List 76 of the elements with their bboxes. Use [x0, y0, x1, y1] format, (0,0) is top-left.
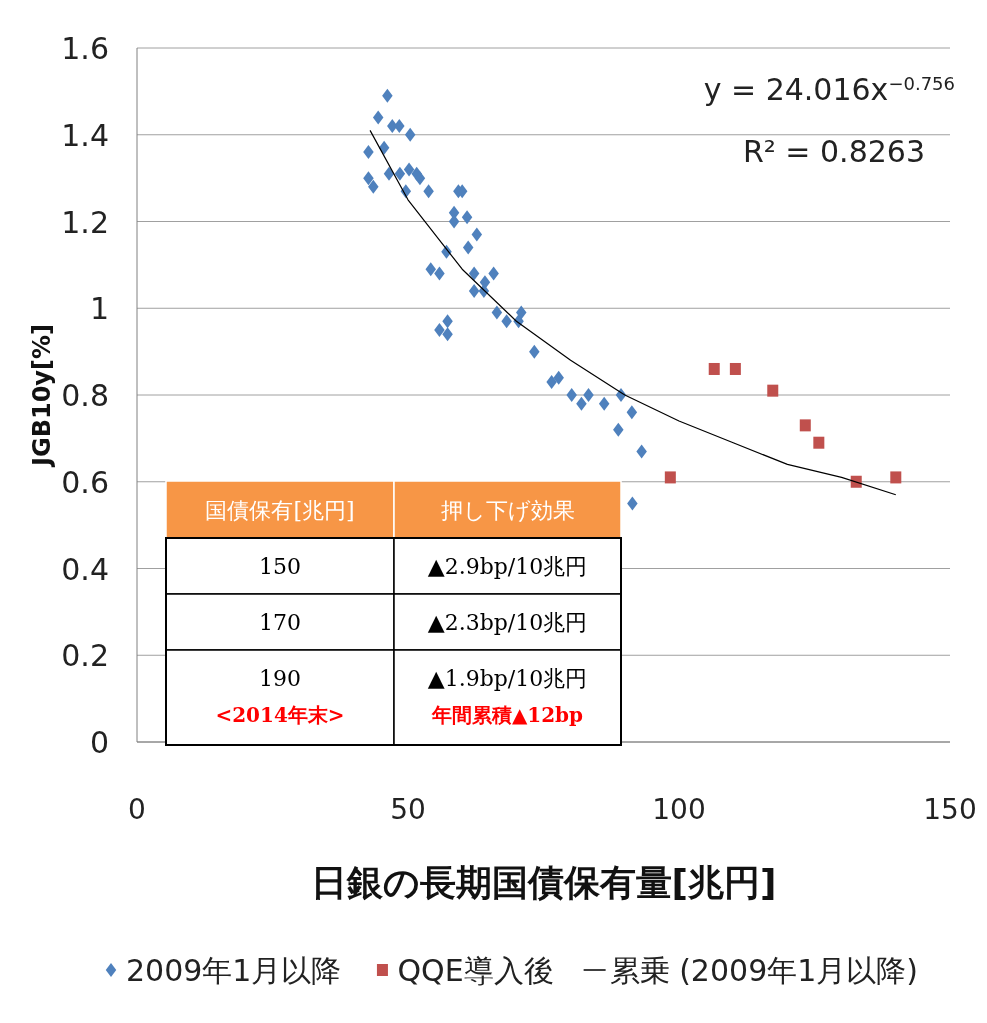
point — [403, 162, 415, 177]
x-tick-label: 0 — [128, 793, 146, 826]
annotation: 150 — [259, 554, 301, 579]
point — [414, 171, 426, 186]
point — [394, 119, 405, 134]
annotation: ▲2.9bp/10兆円 — [427, 554, 588, 579]
point — [729, 362, 741, 375]
point — [479, 275, 491, 290]
point — [363, 145, 374, 160]
annotation: ▲2.3bp/10兆円 — [427, 610, 588, 635]
legend-label: 2009年1月以降 — [126, 953, 342, 988]
point — [516, 305, 527, 320]
point — [461, 210, 473, 225]
point — [468, 266, 480, 281]
point — [382, 88, 393, 103]
point — [767, 384, 779, 397]
point — [598, 396, 610, 411]
point — [378, 140, 390, 155]
point — [529, 344, 540, 359]
point — [890, 471, 902, 484]
x-tick-label: 100 — [652, 793, 706, 826]
y-axis-title: JGB10y[%] — [28, 324, 56, 468]
point — [708, 362, 720, 375]
point — [553, 370, 564, 385]
annotation: ▲1.9bp/10兆円 — [427, 666, 588, 691]
point — [799, 419, 811, 432]
x-tick-label: 150 — [923, 793, 977, 826]
y-tick-label: 0.4 — [61, 551, 109, 587]
x-axis-title: 日銀の長期国債保有量[兆円] — [310, 862, 777, 903]
point — [583, 388, 594, 402]
point — [423, 184, 434, 199]
legend-label: 累乗 (2009年1月以降) — [609, 953, 919, 988]
annotation: y = 24.016x$^{−0.756}$ — [703, 72, 955, 107]
point — [404, 127, 416, 142]
point — [368, 179, 379, 194]
legend-label: QQE導入後 — [397, 953, 554, 988]
point — [363, 171, 374, 186]
point — [425, 262, 437, 277]
point — [627, 496, 638, 511]
annotation: <2014年末> — [215, 703, 345, 727]
point — [626, 405, 638, 420]
y-tick-label: 1 — [89, 291, 109, 327]
point — [372, 110, 384, 125]
y-tick-label: 1.4 — [61, 117, 109, 153]
point — [383, 166, 395, 181]
annotation: 押し下げ効果 — [440, 497, 575, 523]
point — [613, 422, 624, 437]
point — [434, 322, 445, 337]
y-tick-label: 0 — [89, 725, 109, 760]
point — [491, 305, 503, 320]
point — [442, 327, 453, 342]
point — [636, 444, 647, 459]
annotation: 170 — [259, 610, 301, 635]
point — [471, 227, 483, 242]
point — [546, 374, 557, 389]
point — [664, 471, 676, 484]
point — [576, 396, 587, 411]
point — [813, 436, 825, 449]
y-tick-label: 0.8 — [61, 378, 109, 413]
annotation: 国債保有[兆円] — [205, 497, 355, 523]
point — [501, 314, 512, 329]
y-tick-label: 0.2 — [61, 638, 109, 674]
point — [442, 314, 453, 329]
annotation: R² = 0.8263 — [742, 134, 925, 169]
point — [462, 240, 474, 255]
annotation: 年間累積▲12bp — [430, 703, 584, 727]
point — [394, 166, 406, 181]
x-tick-label: 50 — [390, 793, 426, 826]
y-tick-label: 1.2 — [61, 204, 109, 240]
point — [468, 283, 480, 298]
point — [434, 266, 445, 281]
y-tick-label: 0.6 — [61, 464, 109, 500]
point — [566, 388, 577, 402]
y-tick-label: 1.6 — [61, 31, 109, 66]
point — [488, 266, 499, 281]
annotation: 190 — [259, 666, 301, 691]
